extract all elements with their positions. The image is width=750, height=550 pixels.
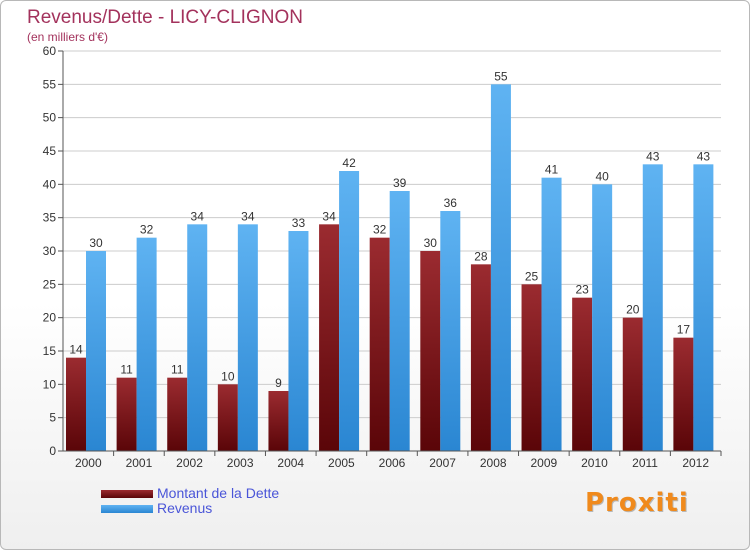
data-label-debt-2005: 34: [322, 209, 336, 223]
data-label-debt-2003: 10: [221, 369, 235, 383]
y-tick-label-60: 60: [43, 44, 57, 58]
bar-debt-2005: [319, 224, 340, 451]
bar-revenue-2011: [642, 164, 663, 452]
data-label-debt-2008: 28: [474, 249, 488, 263]
legend-label-debt: Montant de la Dette: [157, 485, 280, 501]
bar-revenue-2010: [592, 184, 613, 452]
x-tick-label-2012: 2012: [682, 456, 709, 470]
labels: 0 5 10 15 20 25 30 35 40 45 50 55 60 14 30 2000 11 32 2001…: [43, 44, 711, 470]
bar-debt-2010: [572, 297, 593, 451]
data-label-debt-2012: 17: [677, 323, 691, 337]
bar-debt-2006: [369, 237, 390, 451]
data-label-revenue-2004: 33: [292, 216, 306, 230]
data-label-debt-2007: 30: [424, 236, 438, 250]
bar-revenue-2007: [440, 211, 461, 451]
chart-title: Revenus/Dette - LICY-CLIGNON: [27, 7, 303, 28]
bar-debt-2001: [116, 377, 137, 451]
y-tick-label-25: 25: [43, 277, 57, 291]
x-tick-label-2002: 2002: [176, 456, 203, 470]
data-label-revenue-2009: 41: [545, 163, 559, 177]
x-tick-label-2007: 2007: [429, 456, 456, 470]
legend-label-revenue: Revenus: [157, 500, 213, 516]
data-label-revenue-2011: 43: [646, 149, 660, 163]
bar-debt-2008: [470, 264, 491, 451]
bar-revenue-2006: [389, 191, 410, 451]
bar-debt-2011: [622, 317, 643, 451]
chart-subtitle: (en milliers d'€): [27, 30, 108, 44]
proxiti-logo: Proxiti: [585, 488, 689, 518]
x-tick-label-2009: 2009: [530, 456, 557, 470]
bar-debt-2004: [268, 391, 289, 451]
data-label-debt-2002: 11: [171, 363, 184, 377]
x-tick-label-2005: 2005: [328, 456, 355, 470]
bar-debt-2003: [217, 384, 238, 451]
bar-revenue-2005: [339, 171, 360, 451]
bar-revenue-2009: [541, 177, 562, 451]
data-label-debt-2001: 11: [120, 363, 133, 377]
data-label-revenue-2003: 34: [241, 209, 255, 223]
data-label-revenue-2002: 34: [191, 209, 205, 223]
bar-revenue-2003: [237, 224, 258, 451]
x-tick-label-2010: 2010: [581, 456, 608, 470]
data-label-revenue-2001: 32: [140, 223, 154, 237]
data-label-revenue-2005: 42: [342, 156, 356, 170]
data-label-revenue-2008: 55: [494, 69, 508, 83]
y-tick-label-30: 30: [43, 244, 57, 258]
data-label-debt-2004: 9: [275, 376, 282, 390]
y-tick-label-10: 10: [43, 377, 57, 391]
x-tick-label-2011: 2011: [632, 456, 658, 470]
bar-debt-2012: [673, 337, 694, 451]
bar-debt-2000: [66, 357, 86, 451]
bar-revenue-2004: [288, 231, 309, 451]
data-label-revenue-2012: 43: [697, 149, 711, 163]
data-label-revenue-2007: 36: [444, 196, 458, 210]
x-tick-label-2004: 2004: [277, 456, 304, 470]
bar-debt-2007: [420, 251, 441, 451]
data-label-revenue-2006: 39: [393, 176, 407, 190]
x-tick-label-2003: 2003: [227, 456, 254, 470]
data-label-debt-2011: 20: [626, 303, 640, 317]
x-tick-label-2000: 2000: [75, 456, 102, 470]
data-label-debt-2009: 25: [525, 269, 539, 283]
y-tick-label-40: 40: [43, 177, 57, 191]
axes: [58, 50, 722, 456]
bar-debt-2002: [167, 377, 188, 451]
y-tick-label-15: 15: [43, 344, 57, 358]
y-tick-label-0: 0: [49, 444, 56, 458]
legend-swatch-debt: [101, 490, 153, 498]
bar-revenue-2008: [490, 84, 511, 451]
data-label-revenue-2010: 40: [595, 169, 609, 183]
y-tick-label-55: 55: [43, 77, 57, 91]
legend-swatch-revenue: [101, 505, 153, 513]
bar-revenue-2000: [86, 251, 106, 451]
data-label-debt-2006: 32: [373, 223, 387, 237]
x-tick-label-2008: 2008: [480, 456, 507, 470]
y-tick-label-20: 20: [43, 311, 57, 325]
bar-revenue-2002: [187, 224, 208, 451]
bars: [66, 84, 714, 452]
y-tick-label-5: 5: [49, 411, 56, 425]
data-label-debt-2000: 14: [69, 343, 83, 357]
y-tick-label-45: 45: [43, 144, 57, 158]
bar-revenue-2001: [136, 237, 157, 451]
y-tick-label-35: 35: [43, 211, 57, 225]
y-tick-label-50: 50: [43, 111, 57, 125]
x-tick-label-2006: 2006: [379, 456, 406, 470]
x-tick-label-2001: 2001: [126, 456, 153, 470]
bar-debt-2009: [521, 284, 542, 451]
bar-revenue-2012: [693, 164, 714, 452]
data-label-revenue-2000: 30: [89, 236, 103, 250]
data-label-debt-2010: 23: [575, 283, 589, 297]
